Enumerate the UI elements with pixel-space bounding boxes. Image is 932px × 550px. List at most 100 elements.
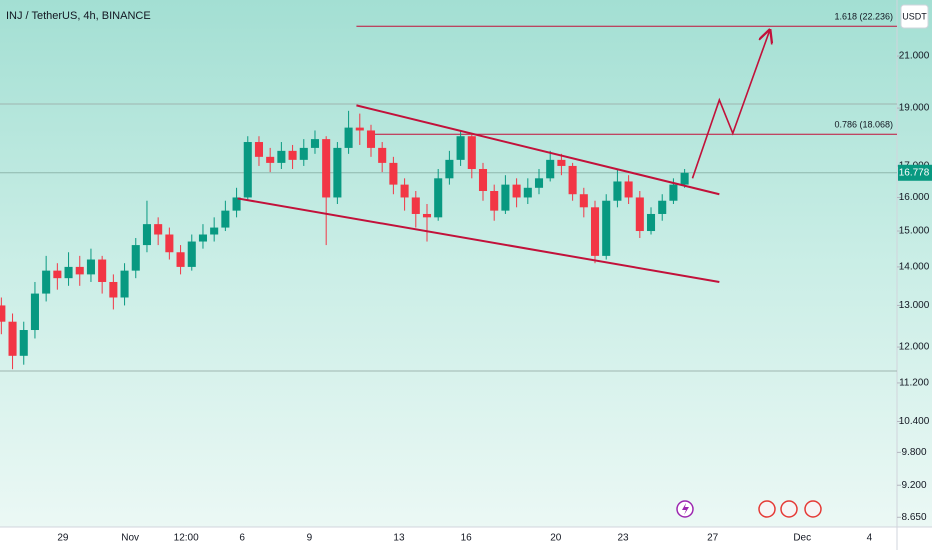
candle-body [210, 227, 219, 235]
chart-title: INJ / TetherUS, 4h, BINANCE [6, 10, 151, 22]
candle-body [389, 162, 398, 185]
x-tick-label: 23 [617, 533, 629, 544]
candle-body [422, 213, 432, 218]
y-tick-label: 10.400 [899, 416, 930, 427]
candle-body [366, 130, 376, 148]
last-price-box [898, 164, 932, 181]
candle-body [142, 224, 151, 246]
event-icon[interactable] [780, 500, 798, 518]
y-tick-label: 8.650 [901, 512, 926, 523]
candle-body [277, 150, 286, 163]
candle-body [254, 142, 264, 157]
event-icon[interactable] [804, 500, 822, 518]
x-tick-label: 12:00 [174, 533, 199, 544]
candle-body [131, 245, 140, 271]
currency-label: USDT [902, 11, 927, 21]
y-tick-label: 11.200 [899, 378, 929, 389]
candle-body [30, 293, 39, 331]
candle-body [613, 181, 622, 201]
event-icon-glyph [682, 503, 689, 515]
x-tick-label: 4 [867, 533, 873, 544]
candle-body [120, 270, 129, 298]
candle-body [400, 184, 409, 198]
candle-body [523, 187, 532, 198]
channel-line [356, 104, 720, 196]
x-tick-label: Dec [793, 533, 811, 544]
y-tick-label: 12.000 [899, 342, 930, 353]
last-price-label: 16.778 [899, 167, 930, 178]
x-tick-label: 9 [307, 533, 313, 544]
candle-body [646, 213, 656, 232]
candle-body [658, 200, 667, 214]
candle-body [322, 139, 331, 198]
candle-body [53, 270, 62, 279]
projection-arrow [691, 30, 769, 179]
candle-body [333, 147, 342, 198]
candle-body [75, 266, 84, 275]
candle-body [98, 259, 107, 282]
candle-body [64, 266, 73, 279]
candle-body [154, 224, 163, 235]
x-tick-label: 20 [550, 533, 562, 544]
fib-label: 0.786 (18.068) [834, 120, 893, 130]
channel-line [237, 197, 720, 283]
candle-body [109, 281, 118, 298]
x-tick-label: 6 [239, 533, 245, 544]
candle-body [546, 159, 555, 179]
candle-body [299, 147, 308, 160]
candle-body [86, 259, 95, 275]
candle-body [534, 178, 544, 188]
candle-body [445, 159, 454, 179]
candle-body [557, 159, 566, 166]
candle-body [198, 234, 207, 242]
candle-body [635, 197, 644, 232]
event-icon[interactable] [758, 500, 776, 518]
candle-body [478, 169, 488, 192]
candle-body [501, 184, 510, 211]
candle-body [590, 207, 600, 256]
candle-body [378, 147, 387, 163]
candle-body [42, 270, 51, 294]
y-tick-label: 21.000 [899, 51, 930, 62]
candle-body [355, 127, 364, 131]
x-tick-label: 13 [393, 533, 405, 544]
candle-body [266, 156, 275, 163]
y-tick-label: 15.000 [899, 226, 930, 237]
y-tick-label: 9.200 [901, 480, 926, 491]
y-tick-label: 14.000 [899, 262, 930, 273]
candle-body [434, 178, 443, 218]
candle-body [456, 136, 465, 160]
currency-box[interactable] [900, 4, 929, 29]
candle-body [490, 191, 499, 211]
candle-body [669, 184, 678, 201]
y-tick-label: 9.800 [901, 447, 926, 458]
candle-body [624, 181, 633, 198]
candle-body [221, 210, 230, 228]
candle-body [288, 150, 297, 160]
candle-body [19, 330, 28, 356]
candle-body [176, 252, 185, 267]
candle-body [8, 321, 17, 356]
y-tick-label: 19.000 [899, 103, 930, 114]
candle-body [165, 234, 174, 253]
x-tick-label: Nov [121, 533, 139, 544]
candle-body [411, 197, 420, 214]
candle-body [680, 172, 689, 185]
event-icons [676, 500, 822, 518]
candle-body [579, 194, 588, 208]
candle-body [232, 197, 241, 211]
y-tick-label: 16.000 [899, 192, 930, 203]
x-tick-label: 29 [57, 533, 69, 544]
x-tick-label: 27 [707, 533, 719, 544]
candle-body [187, 241, 196, 267]
candle-body [310, 139, 320, 148]
candle-body [602, 200, 611, 256]
x-axis-strip [0, 527, 932, 550]
candle-body [467, 136, 476, 170]
fib-label: 1.618 (22.236) [834, 12, 893, 22]
candle-body [0, 305, 6, 322]
candle-body [243, 142, 252, 198]
candle-body [344, 127, 353, 148]
